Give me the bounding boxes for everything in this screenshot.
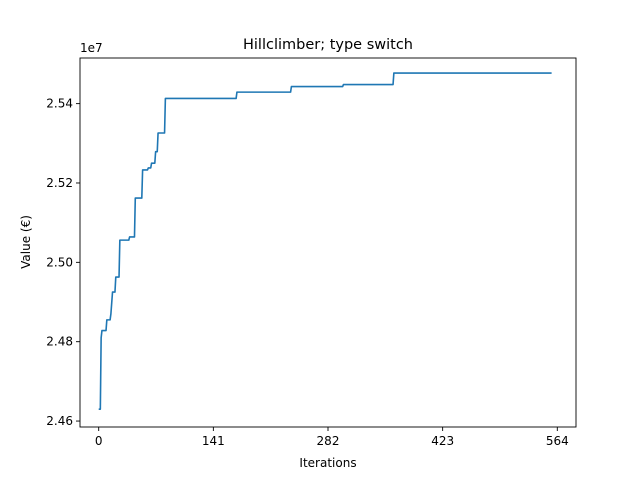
x-tick-label: 423 <box>431 434 454 448</box>
y-axis-offset-label: 1e7 <box>80 41 103 55</box>
y-tick-label: 2.52 <box>46 176 73 190</box>
x-tick-label: 141 <box>202 434 225 448</box>
axis-ticks: 0 141 282 423 564 2.46 2.48 2.50 2.52 2.54 <box>46 97 568 448</box>
y-tick-label: 2.46 <box>46 414 73 428</box>
y-tick-label: 2.48 <box>46 335 73 349</box>
x-tick-label: 564 <box>546 434 569 448</box>
y-tick-label: 2.50 <box>46 255 73 269</box>
x-tick-label: 0 <box>95 434 103 448</box>
x-axis-label: Iterations <box>299 456 356 470</box>
x-tick-label: 282 <box>317 434 340 448</box>
chart-title: Hillclimber; type switch <box>243 37 413 53</box>
axis-labels: Hillclimber; type switch Iterations Valu… <box>19 37 413 470</box>
y-axis-label: Value (€) <box>19 215 33 269</box>
series-line-0 <box>98 72 552 410</box>
y-tick-label: 2.54 <box>46 97 73 111</box>
